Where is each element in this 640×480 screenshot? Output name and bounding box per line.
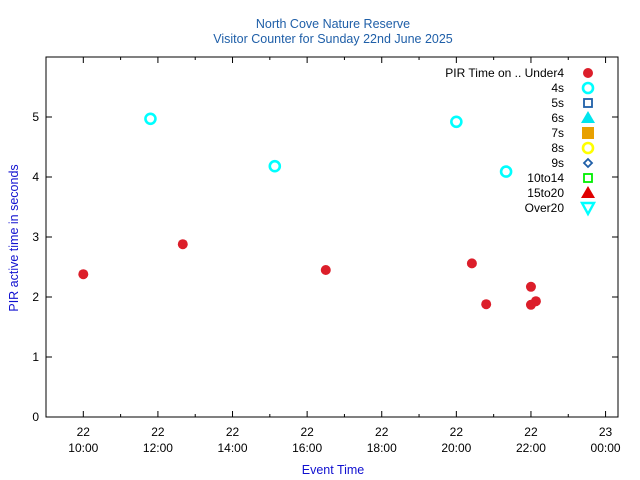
data-point-under4: [481, 299, 492, 310]
legend-label: 9s: [551, 156, 564, 170]
data-point-4s: [144, 112, 157, 126]
x-tick-label-day: 22: [226, 425, 240, 439]
tick-labels: 0123452210:002212:002214:002216:002218:0…: [32, 110, 621, 455]
data-points: [78, 112, 541, 310]
x-tick-label-time: 00:00: [591, 441, 621, 455]
x-tick-label-time: 16:00: [292, 441, 322, 455]
x-tick-label-time: 20:00: [441, 441, 471, 455]
x-tick-label-day: 22: [375, 425, 389, 439]
y-tick-label: 0: [32, 410, 39, 424]
legend: PIR Time on .. Under44s5s6s7s8s9s10to141…: [445, 66, 597, 217]
legend-marker-4s: [581, 81, 595, 95]
y-axis-label: PIR active time in seconds: [7, 164, 21, 311]
legend-label: 7s: [551, 126, 564, 140]
y-tick-label: 1: [32, 350, 39, 364]
legend-marker-7s: [582, 127, 594, 139]
data-point-under4: [177, 239, 188, 250]
legend-marker-9s: [582, 157, 594, 169]
legend-label: 4s: [551, 81, 564, 95]
x-tick-label-day: 22: [77, 425, 91, 439]
legend-label: 5s: [551, 96, 564, 110]
y-tick-label: 5: [32, 110, 39, 124]
x-tick-label-time: 10:00: [68, 441, 98, 455]
legend-marker-under4: [583, 68, 593, 78]
legend-marker-6s: [581, 111, 595, 123]
legend-label: PIR Time on .. Under4: [445, 66, 564, 80]
x-tick-label-time: 18:00: [367, 441, 397, 455]
legend-label: 15to20: [527, 186, 564, 200]
x-tick-label-day: 22: [300, 425, 314, 439]
y-tick-label: 4: [32, 170, 39, 184]
y-tick-label: 3: [32, 230, 39, 244]
legend-marker-10to14: [583, 173, 593, 183]
data-point-under4: [525, 281, 536, 292]
data-point-under4: [320, 265, 331, 275]
data-point-4s: [450, 115, 463, 129]
data-point-under4: [466, 258, 477, 269]
x-tick-label-day: 23: [599, 425, 613, 439]
legend-marker-over20: [579, 201, 597, 217]
x-tick-label-day: 22: [151, 425, 165, 439]
legend-label: 10to14: [527, 171, 564, 185]
y-tick-label: 2: [32, 290, 39, 304]
legend-marker-8s: [581, 141, 595, 155]
x-axis-label: Event Time: [302, 463, 365, 477]
x-tick-label-day: 22: [524, 425, 538, 439]
data-point-4s: [268, 159, 282, 173]
data-point-under4: [78, 269, 89, 280]
legend-label: 8s: [551, 141, 564, 155]
legend-label: 6s: [551, 111, 564, 125]
x-tick-label-time: 22:00: [516, 441, 546, 455]
plot-frame: [45, 56, 619, 418]
legend-marker-15to20: [581, 186, 595, 198]
legend-label: Over20: [525, 201, 565, 215]
axes: [45, 56, 619, 418]
data-point-under4: [530, 296, 541, 307]
chart-subtitle: Visitor Counter for Sunday 22nd June 202…: [213, 32, 453, 46]
legend-marker-5s: [583, 98, 593, 108]
chart-title: North Cove Nature Reserve: [256, 17, 410, 31]
x-tick-label-time: 14:00: [218, 441, 248, 455]
x-tick-label-time: 12:00: [143, 441, 173, 455]
data-point-4s: [499, 165, 513, 178]
x-tick-label-day: 22: [450, 425, 464, 439]
